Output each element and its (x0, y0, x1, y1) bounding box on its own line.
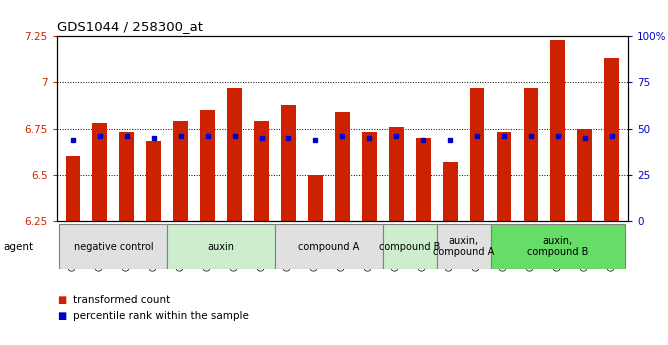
Bar (281, 105, 296, 221)
Bar (524, 88, 538, 221)
Bar (146, 141, 161, 221)
Bar (167, 224, 275, 269)
Bar (415, 138, 431, 221)
Text: negative control: negative control (73, 242, 153, 252)
Bar (200, 110, 215, 221)
Bar (437, 224, 490, 269)
Bar (605, 58, 619, 221)
Bar (550, 40, 565, 221)
Bar (92, 123, 108, 221)
Bar (362, 132, 377, 221)
Bar (275, 224, 383, 269)
Text: compound A: compound A (298, 242, 359, 252)
Text: auxin,
compound A: auxin, compound A (433, 236, 494, 257)
Bar (120, 132, 134, 221)
Text: transformed count: transformed count (73, 295, 171, 305)
Bar (443, 162, 458, 221)
Bar (490, 224, 625, 269)
Text: compound B: compound B (379, 242, 440, 252)
Bar (383, 224, 437, 269)
Text: ■: ■ (57, 295, 66, 305)
Bar (335, 112, 350, 221)
Bar (496, 132, 512, 221)
Bar (173, 121, 188, 221)
Text: percentile rank within the sample: percentile rank within the sample (73, 311, 249, 321)
Bar (227, 88, 242, 221)
Bar (308, 175, 323, 221)
Bar (65, 156, 80, 221)
Text: auxin,
compound B: auxin, compound B (527, 236, 589, 257)
Text: ■: ■ (57, 311, 66, 321)
Bar (577, 128, 593, 221)
Bar (59, 224, 167, 269)
Bar (254, 121, 269, 221)
Text: agent: agent (3, 242, 33, 252)
Text: GDS1044 / 258300_at: GDS1044 / 258300_at (57, 20, 203, 33)
Bar (389, 127, 403, 221)
Text: auxin: auxin (208, 242, 234, 252)
Bar (470, 88, 484, 221)
